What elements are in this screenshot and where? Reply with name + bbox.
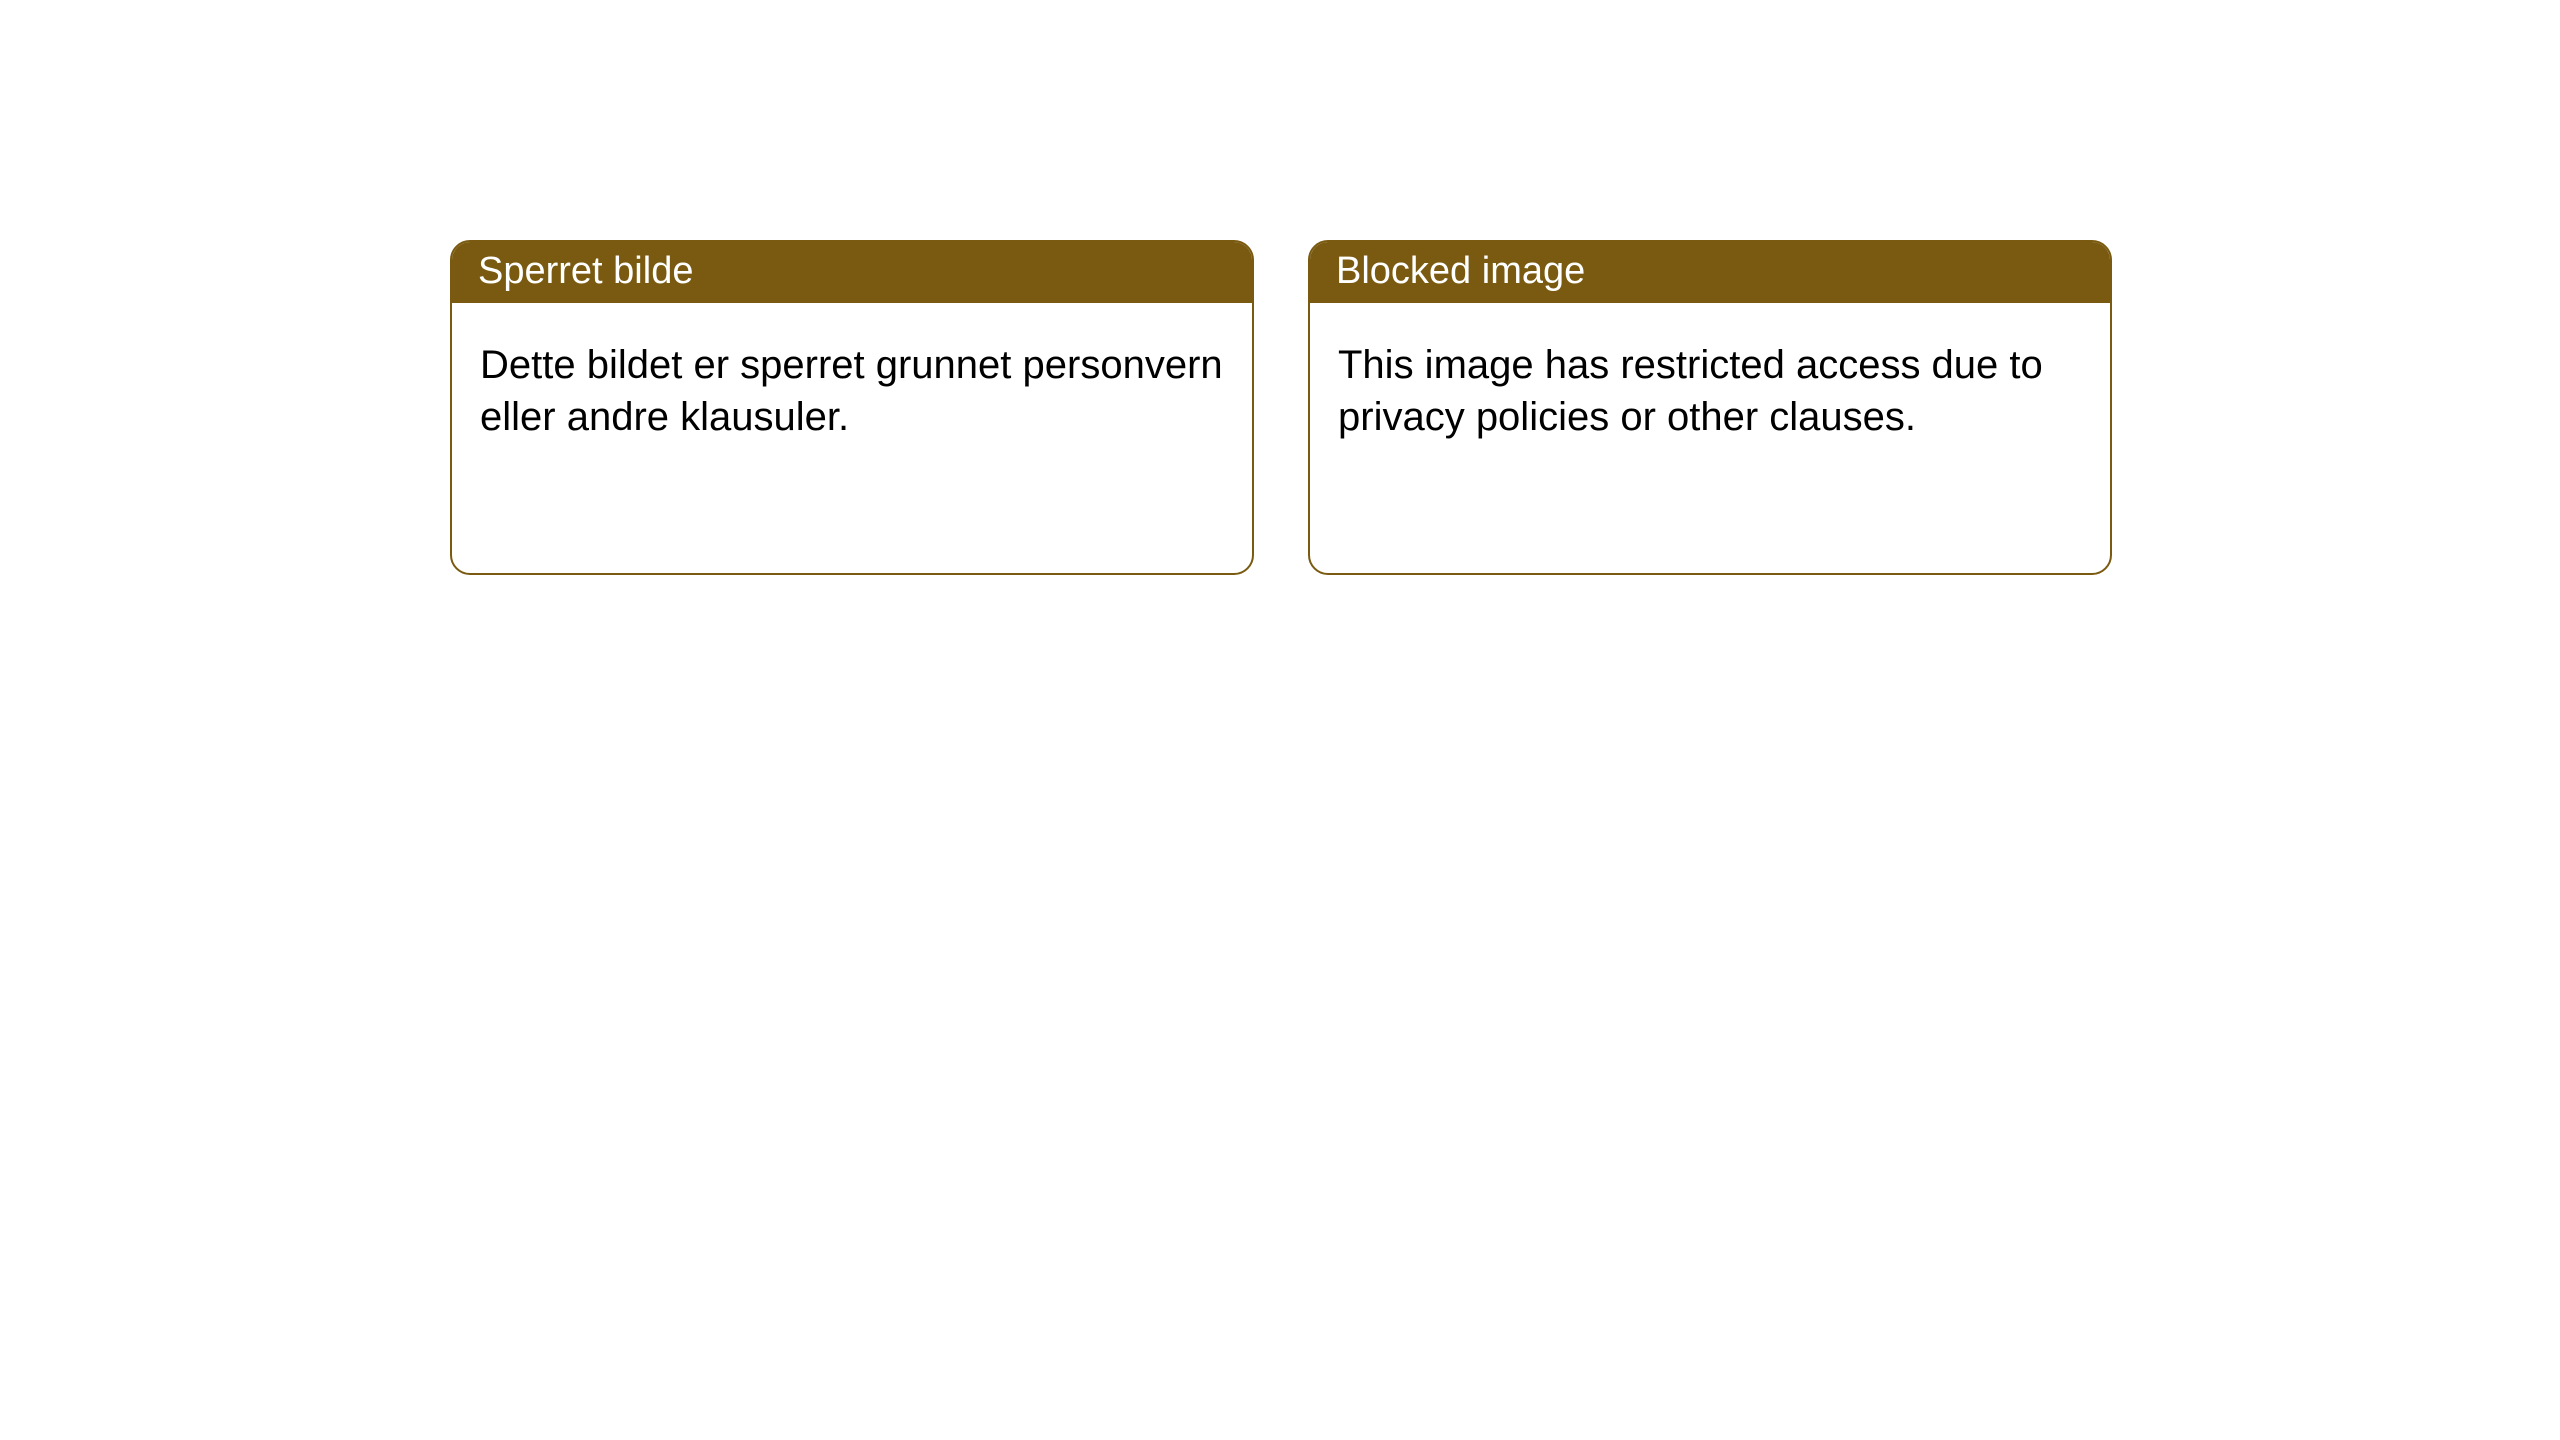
notice-card-en: Blocked image This image has restricted … [1308,240,2112,575]
notice-card-no: Sperret bilde Dette bildet er sperret gr… [450,240,1254,575]
notice-body-en: This image has restricted access due to … [1310,303,2110,471]
notice-title-no: Sperret bilde [452,242,1252,303]
notice-title-en: Blocked image [1310,242,2110,303]
notice-body-no: Dette bildet er sperret grunnet personve… [452,303,1252,471]
notice-container: Sperret bilde Dette bildet er sperret gr… [0,0,2560,575]
